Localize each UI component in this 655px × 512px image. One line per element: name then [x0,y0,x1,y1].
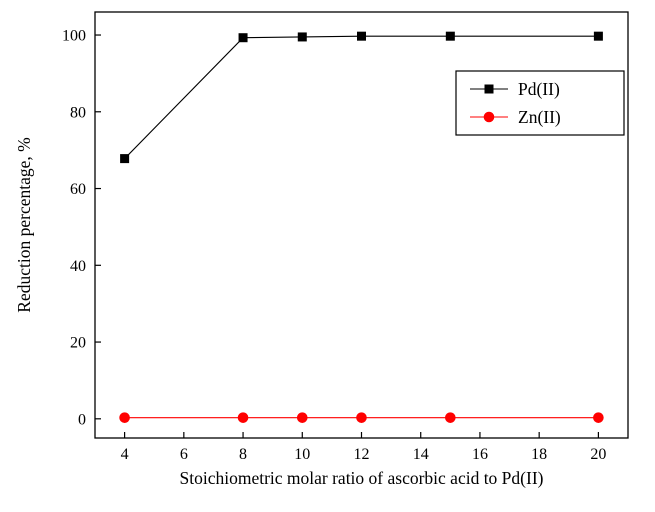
y-axis-label: Reduction percentage, % [14,137,34,312]
legend-label: Pd(II) [518,79,560,99]
x-tick-label: 16 [472,446,488,463]
y-tick-label: 80 [70,104,86,121]
x-tick-label: 20 [590,446,606,463]
marker-square-0-5 [593,31,603,41]
x-tick-label: 4 [121,446,129,463]
marker-circle-1-4 [445,412,456,423]
legend: Pd(II) Zn(II) [455,70,625,136]
x-tick-label: 8 [239,446,247,463]
legend-label: Zn(II) [518,107,561,127]
marker-square-legend-0 [484,84,494,94]
marker-circle-legend-1 [483,111,495,123]
marker-circle-1-2 [296,412,308,423]
series-line [124,35,599,159]
marker-circle-1-1 [237,412,249,423]
x-tick-label: 18 [531,446,547,463]
x-tick-label: 10 [294,446,310,463]
marker-circle-1-3 [356,412,367,423]
series-pd-ii- [120,31,603,164]
legend-box [455,70,625,136]
x-tick-label: 12 [354,446,370,463]
y-tick-label: 100 [62,28,86,45]
marker-circle-1-0 [119,412,130,423]
x-axis-label: Stoichiometric molar ratio of ascorbic a… [180,468,544,488]
marker-square-0-4 [445,31,455,41]
y-tick-label: 60 [70,181,86,198]
marker-circle-1-5 [593,412,604,423]
y-tick-label: 40 [70,258,86,275]
legend-entry-pd-ii-: Pd(II) [470,79,560,99]
marker-square-0-0 [120,154,130,164]
y-tick-label: 0 [78,411,86,428]
y-tick-label: 20 [70,335,86,352]
marker-square-0-2 [297,32,307,42]
x-tick-label: 6 [180,446,188,463]
marker-square-0-1 [238,33,248,43]
x-tick-label: 14 [413,446,429,463]
marker-square-0-3 [357,31,366,41]
legend-entry-zn-ii-: Zn(II) [470,107,561,127]
series-zn-ii- [119,412,604,423]
